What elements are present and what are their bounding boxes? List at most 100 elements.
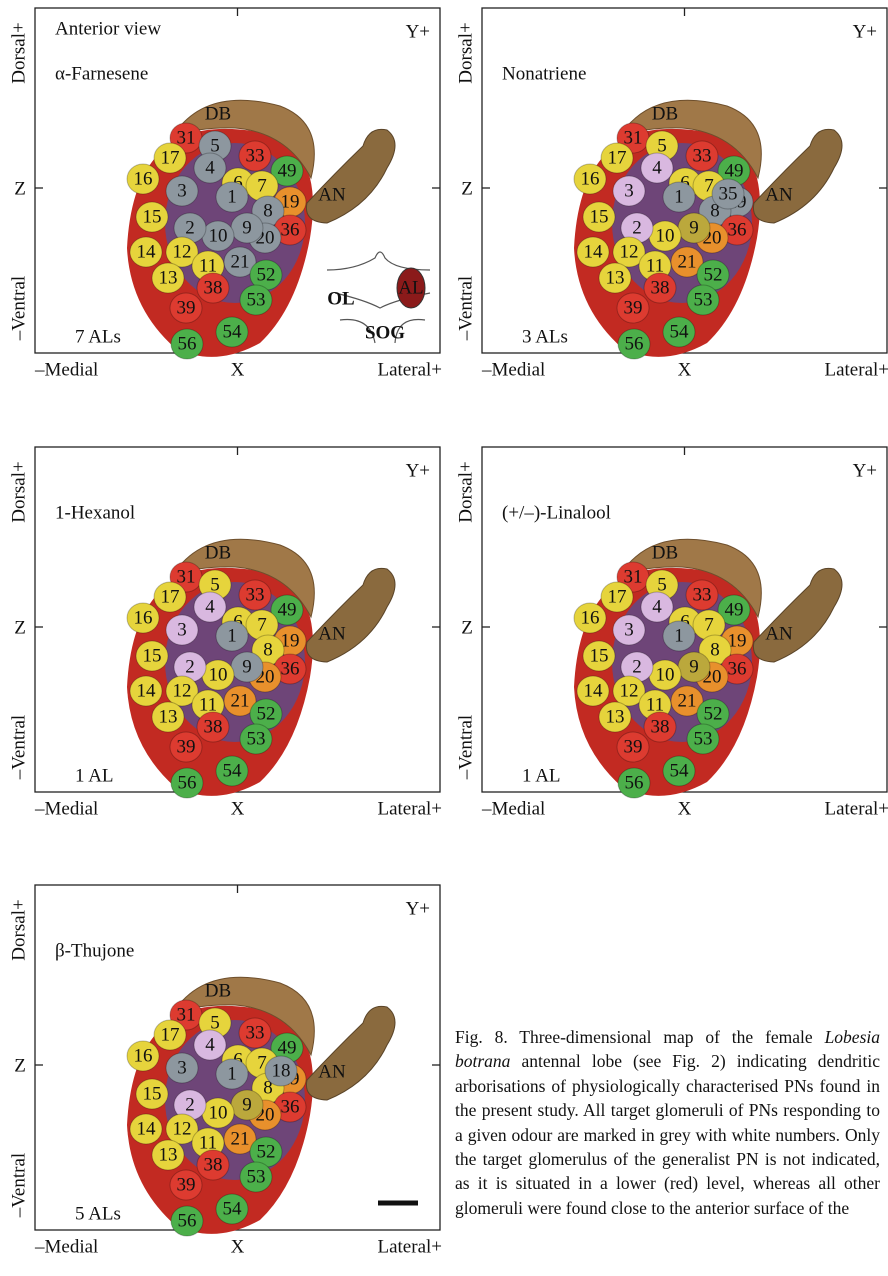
x-label: X [231,1236,245,1257]
lateral-label: Lateral+ [377,1236,442,1257]
glomerulus-label: 49 [725,160,744,181]
glomerulus-label: 1 [227,625,237,646]
dorsal-label: Dorsal+ [8,22,29,83]
glomerulus-label: 8 [263,639,273,660]
glomerulus-label: 12 [173,1118,192,1139]
dorsal-label: Dorsal+ [8,461,29,522]
glomerulus-label: 18 [272,1060,291,1081]
glomerulus-label: 38 [204,716,223,737]
glomerulus-label: 13 [159,267,178,288]
glomerulus-label: 2 [185,1094,195,1115]
lateral-label: Lateral+ [824,798,888,819]
ventral-label: –Ventral [455,276,476,341]
glomerulus-label: 10 [656,225,675,246]
antennal-nerve [306,129,395,223]
glomerulus-label: 56 [178,1210,197,1231]
glomerulus-label: 16 [134,168,153,189]
glomerulus-label: 33 [246,584,265,605]
glomerulus-label: 2 [632,217,642,238]
glomerulus-label: 3 [177,1057,187,1078]
glomerulus-label: 21 [231,1128,250,1149]
glomerulus-label: 36 [281,219,300,240]
glomerulus-label: 39 [177,297,196,318]
glomerulus-label: 52 [257,1141,276,1162]
glomerulus-label: 52 [704,264,723,285]
glomerulus-label: 2 [185,656,195,677]
glomerulus-label: 17 [608,586,627,607]
page-body: {"axes": {"y_plus": "Y+", "dorsal": "Dor… [0,0,888,1276]
glomerulus-label: 10 [656,664,675,685]
glomerulus-label: 7 [257,175,267,196]
glomerulus-label: 13 [606,267,625,288]
an-label: AN [318,184,346,205]
medial-label: –Medial [34,1236,98,1257]
db-label: DB [205,103,231,124]
glomerulus-label: 10 [209,225,228,246]
x-label: X [678,798,692,819]
glomerulus-label: 49 [278,599,297,620]
glomerulus-label: 52 [257,264,276,285]
glomerulus-label: 2 [185,217,195,238]
glomerulus-label: 8 [263,200,273,221]
glomerulus-label: 39 [177,1174,196,1195]
glomerulus-label: 39 [624,736,643,757]
glomerulus-label: 33 [246,145,265,166]
glomerulus-label: 1 [227,1063,237,1084]
antennal-nerve [753,129,842,223]
medial-label: –Medial [481,359,545,380]
glomerulus-label: 49 [278,1037,297,1058]
medial-label: –Medial [34,798,98,819]
glomerulus-label: 54 [670,760,690,781]
inset: ALOLSOG [327,252,430,343]
y-plus-label: Y+ [406,460,430,481]
glomerulus-label: 15 [143,206,162,227]
glomerulus-label: 39 [624,297,643,318]
glomerulus-label: 12 [620,241,639,262]
z-label: Z [461,617,473,638]
glomerulus-label: 53 [247,728,266,749]
glomerulus-label: 17 [608,147,627,168]
antennal-nerve [306,568,395,662]
glomerulus-label: 17 [161,1024,180,1045]
glomerulus-label: 36 [281,1096,300,1117]
glomerulus-label: 1 [674,625,684,646]
glomerulus-label: 4 [205,157,215,178]
ventral-label: –Ventral [8,1153,29,1218]
glomerulus-label: 54 [223,1198,243,1219]
an-label: AN [318,1061,346,1082]
x-label: X [231,798,245,819]
glomerulus-label: 21 [678,251,697,272]
glomerulus-label: 15 [143,1083,162,1104]
glomerulus-label: 13 [606,706,625,727]
caption-text: antennal lobe (see Fig. 2) indicating de… [455,1051,880,1217]
glomerulus-label: 53 [247,289,266,310]
glomerulus-label: 9 [689,217,699,238]
glomerulus-label: 36 [728,658,747,679]
glomerulus-label: 53 [694,728,713,749]
glomerulus-label: 35 [719,183,738,204]
glomerulus-label: 38 [204,1154,223,1175]
glomerulus-label: 9 [242,217,252,238]
glomerulus-label: 52 [257,703,276,724]
glomerulus-label: 9 [689,656,699,677]
glomerulus-label: 9 [242,656,252,677]
glomerulus-label: 16 [581,607,600,628]
x-label: X [231,359,245,380]
glomerulus-label: 36 [281,658,300,679]
caption-text: Fig. 8. Three-dimensional map of the fem… [455,1027,825,1047]
an-label: AN [765,184,793,205]
y-plus-label: Y+ [406,898,430,919]
caption: Fig. 8. Three-dimensional map of the fem… [455,1025,880,1276]
glomerulus-label: 3 [177,619,187,640]
glomerulus-label: 10 [209,664,228,685]
glomerulus-label: 21 [231,251,250,272]
x-label: X [678,359,692,380]
db-label: DB [652,103,678,124]
y-plus-label: Y+ [406,21,430,42]
glomerulus-label: 14 [584,241,604,262]
odour-label: 1-Hexanol [55,502,135,523]
glomerulus-label: 16 [134,1045,153,1066]
glomerulus-label: 7 [704,614,714,635]
